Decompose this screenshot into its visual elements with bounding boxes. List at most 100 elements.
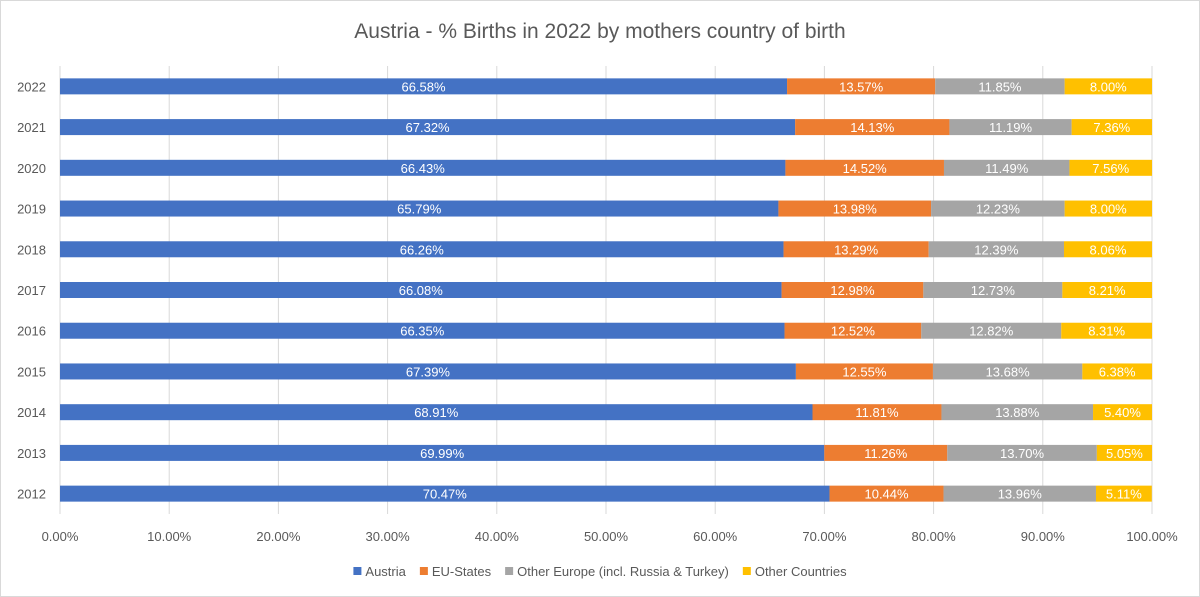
y-tick-label-2019: 2019 xyxy=(17,202,46,217)
data-label-other-europe-incl-russia-turkey-2014: 13.88% xyxy=(995,405,1040,420)
y-tick-label-2012: 2012 xyxy=(17,487,46,502)
chart-title: Austria - % Births in 2022 by mothers co… xyxy=(354,20,845,43)
x-tick-label-1: 10.00% xyxy=(147,529,192,544)
bar-other-europe-incl-russia-turkey-2022 xyxy=(935,78,1065,95)
data-label-other-europe-incl-russia-turkey-2019: 12.23% xyxy=(976,202,1021,217)
x-tick-label-2: 20.00% xyxy=(256,529,301,544)
data-label-austria-2012: 70.47% xyxy=(423,487,468,502)
legend-label-austria: Austria xyxy=(365,564,406,579)
bar-other-countries-2017 xyxy=(1062,282,1152,298)
bar-other-europe-incl-russia-turkey-2017 xyxy=(923,282,1063,298)
bar-other-europe-incl-russia-turkey-2014 xyxy=(941,404,1094,421)
x-tick-label-6: 60.00% xyxy=(693,529,738,544)
x-tick-label-8: 80.00% xyxy=(912,529,957,544)
bar-eu-states-2014 xyxy=(812,404,942,421)
data-label-other-europe-incl-russia-turkey-2012: 13.96% xyxy=(998,487,1043,502)
data-label-other-countries-2021: 7.36% xyxy=(1093,120,1130,135)
data-label-austria-2017: 66.08% xyxy=(399,283,444,298)
bar-eu-states-2019 xyxy=(778,200,932,217)
bar-other-countries-2013 xyxy=(1096,444,1152,461)
x-tick-label-5: 50.00% xyxy=(584,529,629,544)
data-label-austria-2020: 66.43% xyxy=(401,161,446,176)
bar-eu-states-2021 xyxy=(795,119,950,136)
bar-eu-states-2018 xyxy=(783,241,929,258)
bar-other-countries-2020 xyxy=(1069,159,1152,176)
data-label-eu-states-2017: 12.98% xyxy=(830,283,875,298)
bar-other-europe-incl-russia-turkey-2021 xyxy=(949,119,1072,136)
data-label-austria-2014: 68.91% xyxy=(414,405,459,420)
data-label-other-countries-2019: 8.00% xyxy=(1090,202,1127,217)
bar-eu-states-2016 xyxy=(784,322,922,339)
data-label-austria-2018: 66.26% xyxy=(400,242,445,257)
y-tick-label-2021: 2021 xyxy=(17,120,46,135)
data-label-other-europe-incl-russia-turkey-2018: 12.39% xyxy=(974,242,1019,257)
bar-other-europe-incl-russia-turkey-2018 xyxy=(928,241,1064,258)
bar-other-countries-2019 xyxy=(1064,200,1152,217)
x-tick-label-10: 100.00% xyxy=(1126,529,1178,544)
bar-austria-2015 xyxy=(60,363,796,380)
bar-other-countries-2018 xyxy=(1063,241,1152,258)
data-label-other-countries-2022: 8.00% xyxy=(1090,79,1127,94)
bar-eu-states-2013 xyxy=(824,444,948,461)
y-tick-label-2015: 2015 xyxy=(17,364,46,379)
bar-other-countries-2021 xyxy=(1071,119,1152,136)
bar-other-europe-incl-russia-turkey-2015 xyxy=(932,363,1083,380)
x-tick-label-3: 30.00% xyxy=(366,529,411,544)
bar-austria-2012 xyxy=(60,485,830,502)
bar-austria-2014 xyxy=(60,404,813,421)
y-tick-label-2013: 2013 xyxy=(17,446,46,461)
x-tick-label-4: 40.00% xyxy=(475,529,520,544)
bar-other-countries-2016 xyxy=(1061,322,1152,339)
bar-other-europe-incl-russia-turkey-2016 xyxy=(921,322,1062,339)
x-tick-label-0: 0.00% xyxy=(42,529,79,544)
data-label-eu-states-2021: 14.13% xyxy=(850,120,895,135)
bar-other-countries-2014 xyxy=(1093,404,1152,421)
x-tick-label-9: 90.00% xyxy=(1021,529,1066,544)
bar-austria-2017 xyxy=(60,282,782,298)
bar-eu-states-2017 xyxy=(781,282,924,298)
data-label-other-countries-2014: 5.40% xyxy=(1104,405,1141,420)
legend-label-eu-states: EU-States xyxy=(432,564,492,579)
data-label-eu-states-2020: 14.52% xyxy=(843,161,888,176)
data-label-other-europe-incl-russia-turkey-2017: 12.73% xyxy=(971,283,1016,298)
legend-label-other-europe-incl-russia-turkey: Other Europe (incl. Russia & Turkey) xyxy=(517,564,729,579)
bar-eu-states-2022 xyxy=(787,78,936,95)
data-label-other-europe-incl-russia-turkey-2022: 11.85% xyxy=(978,79,1022,94)
bar-eu-states-2012 xyxy=(829,485,944,502)
data-label-austria-2021: 67.32% xyxy=(406,120,451,135)
data-label-other-countries-2015: 6.38% xyxy=(1099,364,1136,379)
legend-label-other-countries: Other Countries xyxy=(755,564,847,579)
bar-austria-2020 xyxy=(60,159,786,176)
data-label-austria-2015: 67.39% xyxy=(406,364,451,379)
bar-other-countries-2012 xyxy=(1095,485,1152,502)
bar-austria-2013 xyxy=(60,444,825,461)
data-label-other-europe-incl-russia-turkey-2013: 13.70% xyxy=(1000,446,1045,461)
data-label-other-countries-2012: 5.11% xyxy=(1106,487,1142,502)
y-tick-label-2016: 2016 xyxy=(17,324,46,339)
bar-austria-2019 xyxy=(60,200,779,217)
bar-other-europe-incl-russia-turkey-2019 xyxy=(931,200,1065,217)
data-label-other-europe-incl-russia-turkey-2016: 12.82% xyxy=(969,324,1014,339)
data-label-eu-states-2016: 12.52% xyxy=(831,324,876,339)
data-label-other-europe-incl-russia-turkey-2021: 11.19% xyxy=(989,120,1033,135)
data-label-other-europe-incl-russia-turkey-2015: 13.68% xyxy=(986,364,1031,379)
y-tick-label-2018: 2018 xyxy=(17,242,46,257)
bar-austria-2018 xyxy=(60,241,784,258)
data-label-other-countries-2013: 5.05% xyxy=(1106,446,1143,461)
data-label-eu-states-2013: 11.26% xyxy=(864,446,908,461)
data-label-austria-2022: 66.58% xyxy=(401,79,446,94)
legend-swatch-other-countries xyxy=(742,567,751,575)
data-label-eu-states-2019: 13.98% xyxy=(833,202,878,217)
y-tick-label-2022: 2022 xyxy=(17,79,46,94)
bar-eu-states-2015 xyxy=(795,363,933,380)
data-label-eu-states-2018: 13.29% xyxy=(834,242,879,257)
y-tick-label-2014: 2014 xyxy=(17,405,46,420)
bar-other-europe-incl-russia-turkey-2013 xyxy=(947,444,1097,461)
data-label-other-countries-2017: 8.21% xyxy=(1089,283,1126,298)
x-tick-label-7: 70.00% xyxy=(802,529,847,544)
data-label-eu-states-2012: 10.44% xyxy=(864,487,909,502)
y-tick-label-2020: 2020 xyxy=(17,161,46,176)
data-label-eu-states-2015: 12.55% xyxy=(842,364,887,379)
data-label-eu-states-2014: 11.81% xyxy=(855,405,899,420)
